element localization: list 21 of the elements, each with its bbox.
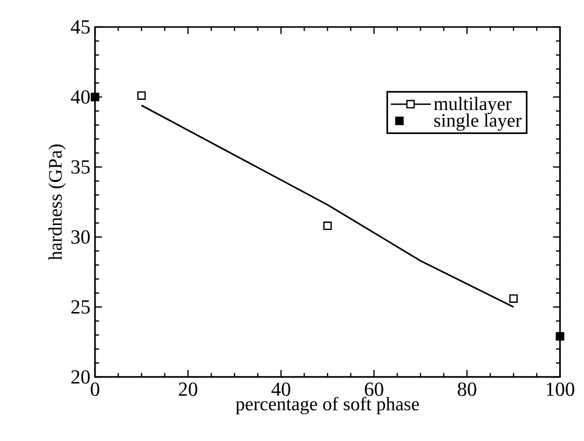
x-tick-label: 100 (546, 382, 574, 396)
point (90, 92, 100, 102)
y-axis-title: hardness (GPa) (48, 144, 66, 260)
point (137, 91, 146, 100)
y-tick-label: 45 (70, 20, 90, 34)
x-tick-label: 80 (458, 382, 476, 396)
y-tick-label: 25 (71, 300, 90, 314)
legend-label: multilayer (434, 96, 512, 114)
point (323, 222, 332, 230)
x-tick-label: 0 (90, 382, 100, 396)
point (509, 294, 518, 303)
point (556, 332, 564, 341)
x-tick-label: 20 (178, 382, 198, 396)
y-tick-label: 35 (71, 160, 90, 174)
y-tick-label: 40 (70, 90, 90, 104)
legend-label: single layer (434, 113, 522, 131)
x-tick-label: 60 (364, 382, 384, 396)
y-tick-label: 20 (71, 370, 90, 384)
x-tick-label: 40 (271, 382, 290, 396)
y-tick-label: 30 (71, 230, 90, 244)
x-axis-title: percentage of soft phase (236, 396, 419, 414)
